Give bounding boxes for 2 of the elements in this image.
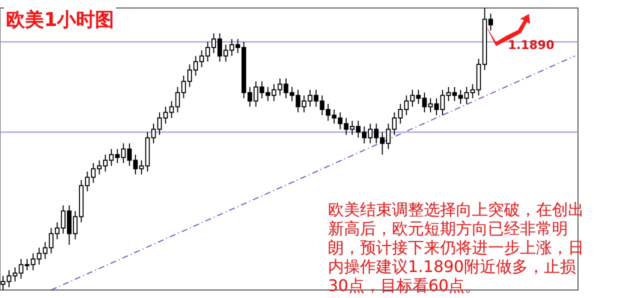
annotation: 1.1890 — [508, 38, 554, 52]
chart-title: 欧美1小时图 — [4, 7, 116, 33]
